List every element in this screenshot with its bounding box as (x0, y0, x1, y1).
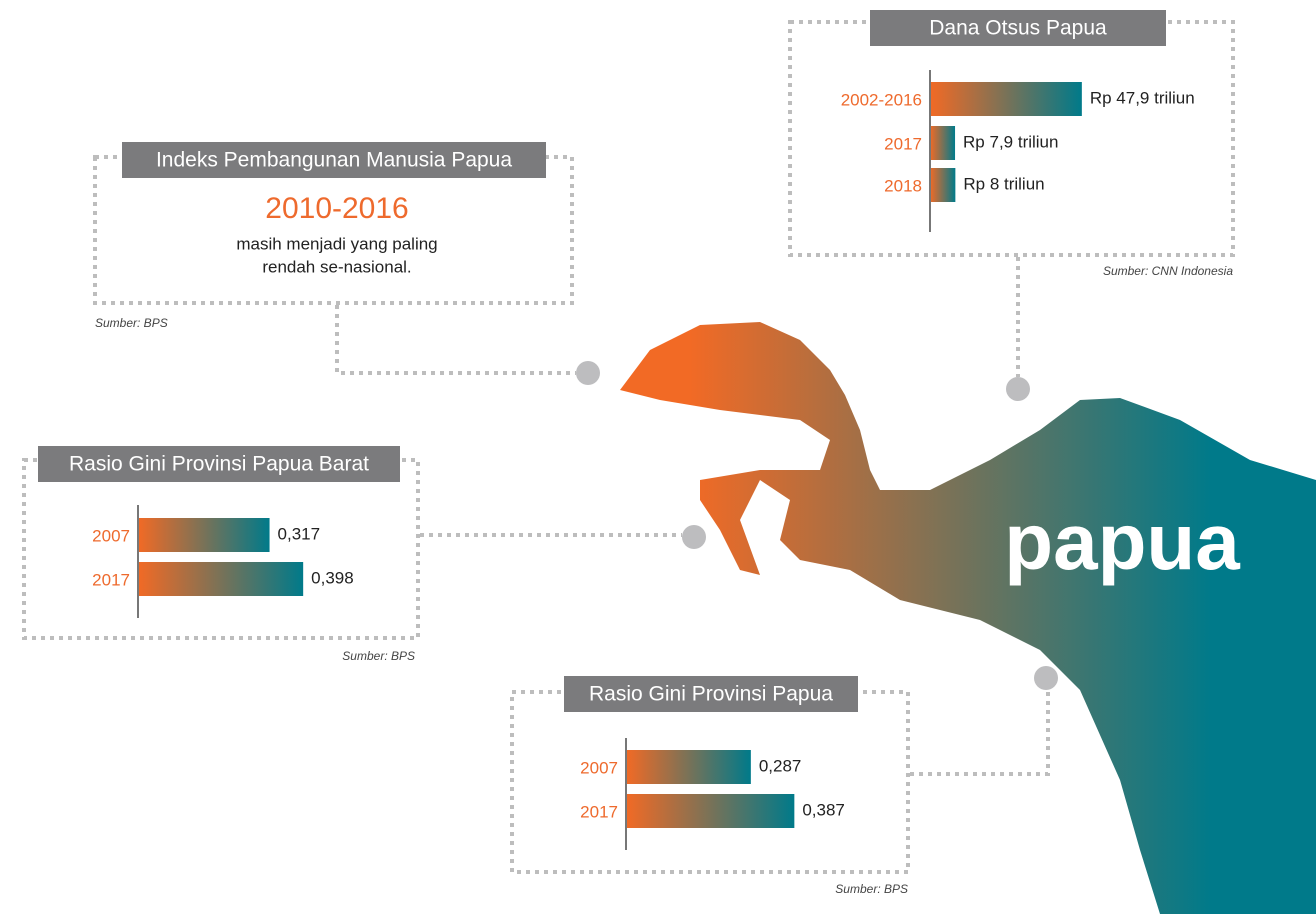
category-label: 2017 (580, 802, 618, 821)
map (620, 322, 1316, 914)
category-label: 2007 (92, 526, 130, 545)
value-label: 0,317 (278, 524, 321, 543)
bar (930, 168, 956, 202)
connector (910, 690, 1050, 776)
source: Sumber: BPS (342, 649, 415, 663)
bar (930, 126, 956, 160)
bar (626, 794, 795, 828)
value-label: 0,387 (802, 800, 845, 819)
ipm-highlight: 2010-2016 (265, 192, 408, 225)
dot (576, 361, 600, 385)
category-label: 2018 (884, 176, 922, 195)
title-tab (870, 10, 1166, 46)
dot (1034, 666, 1058, 690)
map-label: papua (1004, 497, 1240, 586)
bar (138, 562, 304, 596)
value-label: 0,287 (759, 756, 802, 775)
category-label: 2002-2016 (841, 90, 922, 109)
category-label: 2007 (580, 758, 618, 777)
category-label: 2017 (92, 570, 130, 589)
bar (626, 750, 751, 784)
bar (138, 518, 270, 552)
chart-title: Rasio Gini Provinsi Papua Barat (69, 453, 369, 476)
title-tab (564, 676, 858, 712)
category-label: 2017 (884, 134, 922, 153)
value-label: 0,398 (311, 568, 354, 587)
ipm-line: rendah se-nasional. (262, 257, 411, 276)
source: Sumber: BPS (835, 882, 908, 896)
value-label: Rp 7,9 triliun (963, 132, 1058, 151)
chart-box (788, 20, 1235, 257)
dot (1006, 377, 1030, 401)
value-label: Rp 47,9 triliun (1090, 88, 1195, 107)
ipm-box (93, 155, 574, 305)
dot (682, 525, 706, 549)
ipm-title: Indeks Pembangunan Manusia Papua (156, 149, 512, 172)
chart-title: Dana Otsus Papua (929, 17, 1107, 40)
chart-box (22, 458, 420, 640)
ipm-tab (122, 142, 546, 178)
connector (335, 305, 576, 375)
chart-title: Rasio Gini Provinsi Papua (589, 683, 833, 706)
bar (930, 82, 1082, 116)
value-label: Rp 8 triliun (963, 174, 1044, 193)
source: Sumber: BPS (95, 316, 168, 330)
source: Sumber: CNN Indonesia (1103, 264, 1233, 278)
title-tab (38, 446, 400, 482)
ipm-line: masih menjadi yang paling (236, 234, 437, 253)
